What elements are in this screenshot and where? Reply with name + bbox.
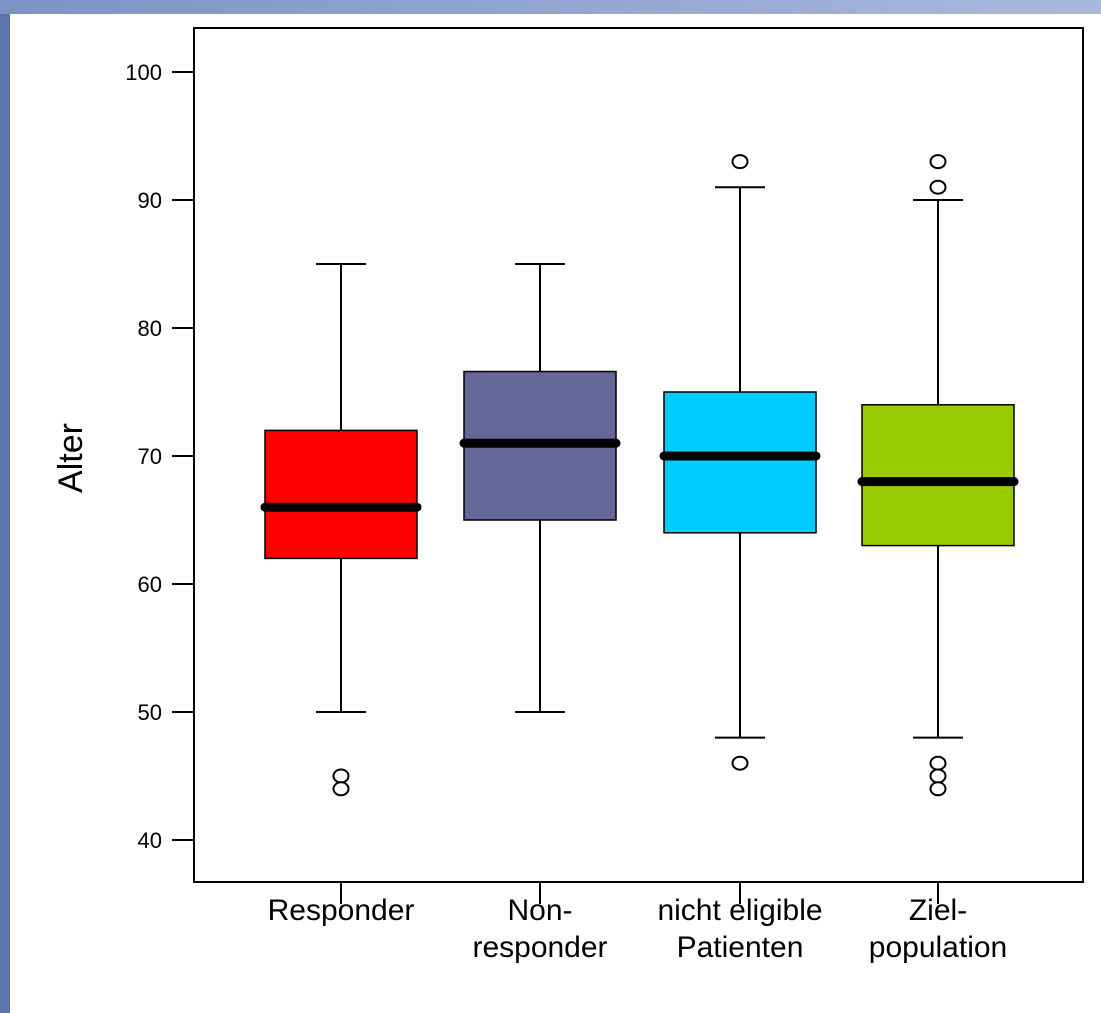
y-tick-label: 90 [138, 188, 162, 213]
x-category-label: Ziel- [909, 894, 967, 927]
y-tick-label: 60 [138, 572, 162, 597]
y-axis-label: Alter [52, 423, 90, 493]
outlier-point [332, 768, 350, 784]
outlier-point [929, 768, 947, 784]
y-tick-label: 70 [138, 444, 162, 469]
x-category-label: population [869, 931, 1007, 964]
x-category-label: Patienten [677, 931, 804, 964]
outlier-point [332, 781, 350, 797]
outlier-point [731, 154, 749, 170]
slide-top-band [0, 0, 1101, 14]
outlier-point [929, 781, 947, 797]
box-3 [663, 391, 817, 534]
outlier-point [929, 755, 947, 771]
axes-group: 40 50 60 70 80 90 100 Alter Responder Non-respond… [52, 27, 1084, 964]
boxes-group [260, 154, 1019, 797]
box-4 [861, 404, 1015, 547]
y-tick-label: 40 [138, 828, 162, 853]
box-1 [264, 429, 418, 560]
y-tick-label: 100 [125, 60, 162, 85]
y-tick-label: 50 [138, 700, 162, 725]
y-tick-label: 80 [138, 316, 162, 341]
outlier-point [929, 179, 947, 195]
outlier-point [731, 755, 749, 771]
outlier-point [929, 154, 947, 170]
x-category-label: Responder [268, 894, 415, 927]
x-category-label: Non- [507, 894, 572, 927]
x-category-label: responder [472, 931, 607, 964]
x-category-label: nicht eligible [657, 894, 822, 927]
